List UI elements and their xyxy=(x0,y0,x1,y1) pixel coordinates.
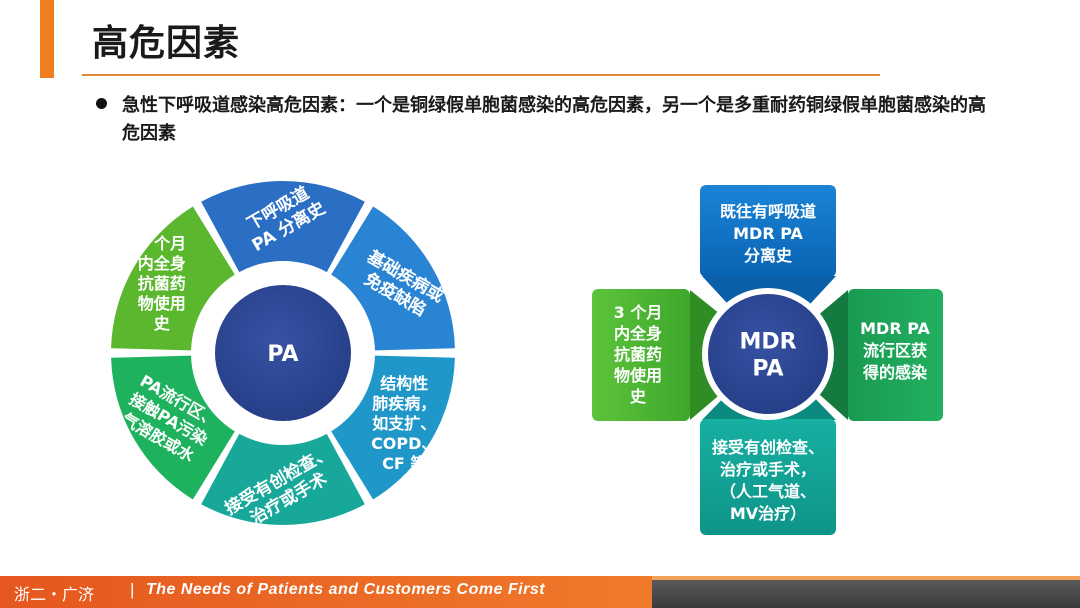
mdr-bottom-text-line: 治疗或手术， xyxy=(720,460,816,479)
mdr-top-text-line: MDR PA xyxy=(733,224,803,243)
mdr-left-text-line: 物使用 xyxy=(614,366,662,385)
footer-slogan: The Needs of Patients and Customers Come… xyxy=(146,581,546,598)
title-accent-bar xyxy=(40,0,54,78)
mdr-bottom-text-line: 接受有创检查、 xyxy=(712,438,824,457)
mdr-center-text-line: MDR xyxy=(739,329,796,354)
mdr-left-text-line: 史 xyxy=(630,387,647,406)
mdr-right-box xyxy=(848,289,943,421)
mdr-right-text-line: 流行区获 xyxy=(863,341,927,360)
footer-gray-band xyxy=(652,580,1080,608)
mdr-right-text-line: MDR PA xyxy=(860,319,930,338)
donut-segment-label-3-line: 如支扩、 xyxy=(372,414,436,433)
mdr-top-box xyxy=(700,185,836,277)
mdr-bottom-text-line: MV治疗） xyxy=(730,504,806,523)
donut-segment-label-3-line: 肺疾病， xyxy=(372,394,436,413)
donut-segment-label-3-line: COPD、 xyxy=(371,434,437,453)
donut-segment-6 xyxy=(111,206,235,351)
mdr-top-text-line: 既往有呼吸道 xyxy=(720,202,816,221)
mdr-right-text-line: 得的感染 xyxy=(862,363,928,382)
mdr-left-text-line: 3 个月 xyxy=(614,303,663,322)
mdr-top-text-line: 分离史 xyxy=(744,246,793,265)
mdr-left-box xyxy=(592,289,690,421)
donut-segment-label-6-line: 物使用 xyxy=(138,294,186,313)
mdr-left-text-line: 抗菌药 xyxy=(614,345,662,364)
pa-center-label: PA xyxy=(267,342,298,367)
pa-center-circle xyxy=(215,285,351,421)
mdr-left-text-line: 内全身 xyxy=(614,324,662,343)
footer-separator: | xyxy=(130,580,135,599)
mdr-bottom-text-line: （人工气道、 xyxy=(720,482,816,501)
mdr-bottom-text: 接受有创检查、治疗或手术， （人工气道、 MV治疗） xyxy=(712,438,824,523)
donut-segment-label-6-line: 史 xyxy=(154,314,171,333)
donut-segment-label-3-line: 结构性 xyxy=(379,374,428,393)
donut-segment-label-6-line: 内全身 xyxy=(138,254,186,273)
mdr-top-label: 既往有呼吸道 MDR PA 分离史 xyxy=(720,202,816,265)
mdr-center-text-line: PA xyxy=(752,356,783,381)
donut-segment-4 xyxy=(201,433,365,526)
bullet-text: 急性下呼吸道感染高危因素：一个是铜绿假单胞菌感染的高危因素，另一个是多重耐药铜绿… xyxy=(122,95,986,144)
mdr-bottom-box xyxy=(700,419,836,535)
bullet-dot xyxy=(96,98,107,109)
donut-segment-label-6-line: 抗菌药 xyxy=(138,274,186,293)
donut-segment-5 xyxy=(111,355,235,500)
mdr-center-circle xyxy=(708,294,828,414)
donut-segment-1 xyxy=(201,180,365,273)
footer-organization: 浙二・广济 xyxy=(14,585,95,604)
mdr-top-text: 既往有呼吸道 MDR PA 分离史 xyxy=(720,202,816,265)
donut-segment-3 xyxy=(331,355,455,500)
donut-segment-label-6-line: 3 个月 xyxy=(137,234,186,253)
donut-segment-label-3-line: CF 等 xyxy=(382,454,426,473)
mdr-bottom-label: 接受有创检查、治疗或手术， （人工气道、 MV治疗） xyxy=(712,438,824,523)
donut-segment-2 xyxy=(331,206,455,351)
bullet-point: 急性下呼吸道感染高危因素：一个是铜绿假单胞菌感染的高危因素，另一个是多重耐药铜绿… xyxy=(96,92,996,148)
footer-orange-band xyxy=(0,576,652,608)
page-title: 高危因素 xyxy=(92,23,241,64)
title-underline xyxy=(82,74,880,76)
